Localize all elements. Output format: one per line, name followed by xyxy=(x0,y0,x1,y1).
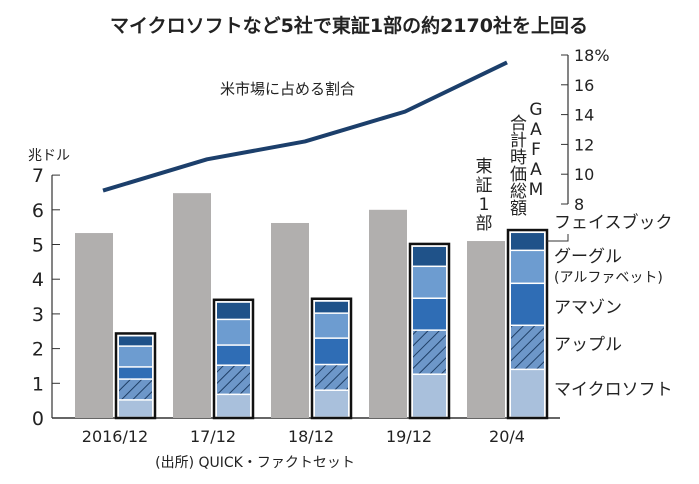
stack-segment-4 xyxy=(413,246,446,266)
stack-segment-3 xyxy=(315,313,348,338)
stack-segment-2 xyxy=(511,284,544,325)
legend-label: グーグル xyxy=(554,247,622,267)
left-tick-label: 3 xyxy=(32,304,44,326)
gafam-bar-outline xyxy=(212,298,255,420)
right-tick-label: 18% xyxy=(574,46,610,65)
legend-label: アマゾン xyxy=(554,298,622,318)
legend-sublabel: (アルファベット) xyxy=(554,270,663,286)
stack-segment-4 xyxy=(315,301,348,313)
legend-label: マイクロソフト xyxy=(554,380,673,400)
legend-label: フェイスブック xyxy=(554,212,673,233)
stack-segment-3 xyxy=(217,320,250,345)
stack-segment-3 xyxy=(413,267,446,298)
right-tick-label: 8 xyxy=(574,195,584,214)
stack-segment-1 xyxy=(217,365,250,394)
stack-segment-0 xyxy=(413,374,446,417)
tse-bar xyxy=(75,233,113,418)
right-tick-label: 10 xyxy=(574,165,594,184)
x-tick-label: 17/12 xyxy=(190,427,236,446)
stack-segment-0 xyxy=(119,400,152,417)
stack-segment-2 xyxy=(119,367,152,379)
x-tick-label: 20/4 xyxy=(489,427,525,446)
gafam-label-kanji: 合計時価総額 xyxy=(506,114,526,216)
left-tick-label: 2 xyxy=(32,339,44,361)
left-tick-label: 1 xyxy=(32,373,44,395)
stack-segment-1 xyxy=(413,330,446,374)
stack-segment-4 xyxy=(511,233,544,250)
stack-segment-0 xyxy=(315,390,348,417)
x-tick-label: 19/12 xyxy=(386,427,432,446)
stack-segment-1 xyxy=(511,326,544,369)
right-tick-label: 14 xyxy=(574,106,594,125)
legend-label: アップル xyxy=(554,335,622,355)
source-note: (出所) QUICK・ファクトセット xyxy=(155,455,355,471)
left-axis-unit: 兆ドル xyxy=(28,148,70,164)
right-tick-label: 12 xyxy=(574,135,594,154)
chart-title: マイクロソフトなど5社で東証1部の約2170社を上回る xyxy=(110,14,588,37)
tse-bar xyxy=(271,222,309,418)
gafam-bar-outline xyxy=(408,242,451,420)
share-line xyxy=(102,60,508,193)
left-tick-label: 7 xyxy=(32,165,44,187)
right-tick-label: 16 xyxy=(574,76,594,95)
left-tick-label: 6 xyxy=(32,200,44,222)
left-tick-label: 4 xyxy=(32,269,44,291)
tse-label: 部 xyxy=(476,214,493,234)
stack-segment-1 xyxy=(119,379,152,400)
line-label: 米市場に占める割合 xyxy=(220,80,355,98)
left-tick-label: 0 xyxy=(32,408,44,430)
tse-bar xyxy=(173,193,211,418)
tse-bar xyxy=(467,241,505,418)
x-tick-label: 2016/12 xyxy=(82,427,148,446)
facebook-leader xyxy=(547,234,569,242)
gafam-bar-outline xyxy=(310,297,353,420)
gafam-bar-outline xyxy=(506,228,549,420)
stack-segment-2 xyxy=(413,298,446,330)
gafam-label: GAFAM 合計時価総額 xyxy=(506,100,546,216)
tse-label: 1 xyxy=(479,195,490,215)
stack-segment-3 xyxy=(511,251,544,283)
tse-bar xyxy=(369,209,407,418)
stack-segment-0 xyxy=(217,395,250,417)
gafam-bar-outline xyxy=(114,332,157,420)
left-tick-label: 5 xyxy=(32,235,44,257)
x-tick-label: 18/12 xyxy=(288,427,334,446)
stack-segment-4 xyxy=(119,336,152,346)
tse-label: 東 xyxy=(476,157,493,177)
stack-segment-2 xyxy=(315,338,348,364)
gafam-label-latin: GAFAM xyxy=(526,100,546,200)
stack-segment-3 xyxy=(119,346,152,367)
stack-segment-0 xyxy=(511,370,544,417)
tse-label: 証 xyxy=(476,176,493,196)
stack-segment-4 xyxy=(217,302,250,319)
stack-segment-2 xyxy=(217,345,250,365)
stack-segment-1 xyxy=(315,365,348,390)
